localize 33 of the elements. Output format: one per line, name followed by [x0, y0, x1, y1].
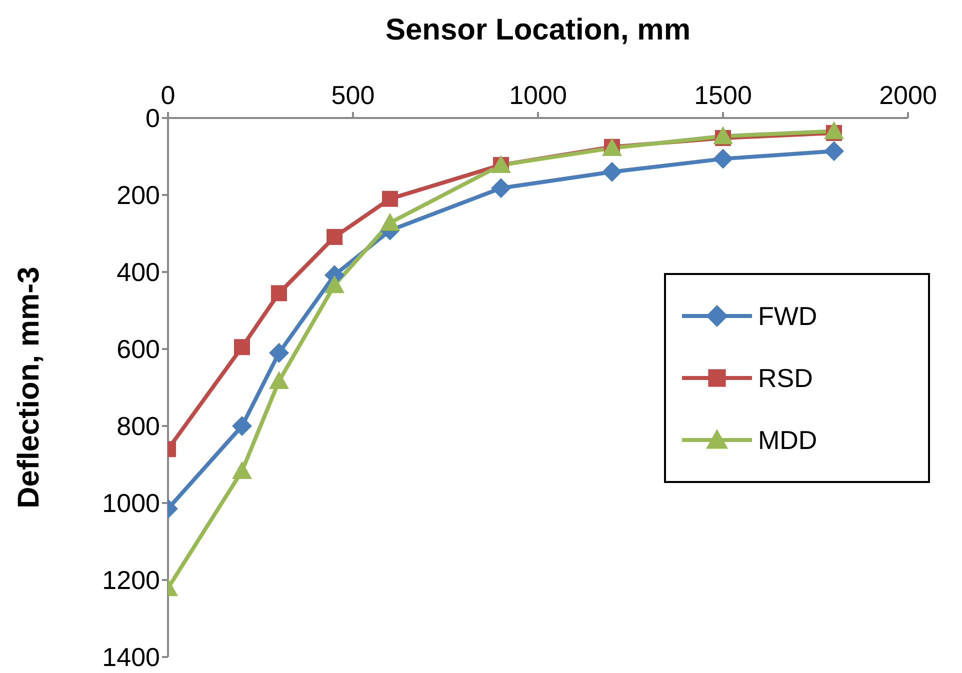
- y-axis-title: Deflection, mm-3: [12, 266, 46, 508]
- x-tick-label: 500: [331, 80, 375, 110]
- point: [824, 121, 844, 140]
- y-tick-label: 600: [116, 334, 160, 364]
- x-tick-label: 2000: [879, 80, 937, 110]
- point: [269, 370, 289, 389]
- point: [232, 461, 252, 480]
- point: [713, 126, 733, 144]
- point: [324, 275, 344, 294]
- point: [232, 416, 252, 436]
- point: [824, 141, 844, 162]
- y-tick-label: 0: [146, 103, 160, 134]
- y-tick-label: 1400: [102, 642, 160, 672]
- point: [382, 190, 398, 207]
- x-tick-label: 1500: [694, 80, 752, 110]
- legend-label: RSD: [758, 362, 813, 394]
- y-tick-label: 1000: [102, 488, 160, 518]
- y-tick-label: 800: [116, 411, 160, 442]
- y-tick-label: 200: [116, 180, 160, 210]
- point: [713, 148, 733, 169]
- point: [271, 285, 287, 302]
- x-tick-label: 1000: [509, 80, 567, 110]
- y-tick-label: 1200: [102, 565, 160, 596]
- point: [380, 212, 400, 231]
- legend-label: MDD: [758, 424, 818, 456]
- point: [269, 342, 289, 363]
- point: [326, 228, 342, 245]
- legend-label: FWD: [758, 300, 818, 332]
- x-axis-title: Sensor Location, mm: [385, 13, 691, 46]
- point: [491, 178, 511, 198]
- point: [234, 339, 250, 356]
- point: [602, 162, 622, 182]
- y-tick-label: 400: [116, 257, 160, 288]
